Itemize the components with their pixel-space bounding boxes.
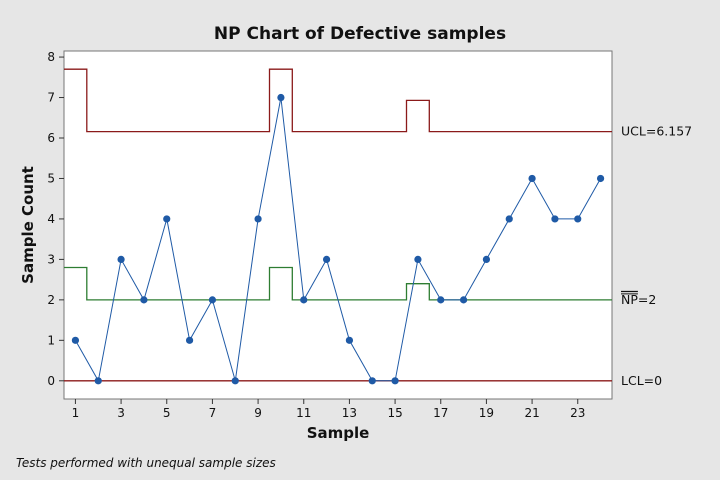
x-tick-label: 11: [296, 406, 311, 420]
y-tick-label: 6: [47, 131, 55, 145]
y-tick-label: 2: [47, 293, 55, 307]
x-axis: 1 3 5 7 9 11 13 15 17 19 21 23: [72, 399, 585, 420]
ucl-label: UCL=6.157: [621, 124, 692, 139]
data-point: [528, 174, 536, 183]
x-tick-label: 7: [209, 406, 217, 420]
y-tick-label: 5: [47, 171, 55, 185]
lcl-label: LCL=0: [621, 373, 662, 388]
center-line: [64, 266, 612, 301]
y-axis: 0 1 2 3 4 5 6 7 8: [47, 50, 64, 388]
y-tick-label: 0: [47, 374, 55, 388]
y-axis-label: Sample Count: [19, 166, 37, 284]
y-tick-label: 8: [47, 50, 55, 64]
chart-title: NP Chart of Defective samples: [214, 24, 506, 44]
x-tick-label: 19: [479, 406, 494, 420]
data-point: [208, 296, 217, 304]
y-tick-label: 7: [47, 91, 55, 105]
data-point: [574, 215, 582, 223]
x-tick-label: 17: [433, 406, 448, 420]
data-point: [414, 255, 422, 263]
x-tick-label: 15: [387, 406, 402, 420]
x-tick-label: 21: [524, 406, 539, 420]
x-tick-label: 9: [254, 406, 262, 420]
data-point: [117, 255, 125, 263]
x-tick-label: 3: [117, 406, 125, 420]
x-tick-label: 1: [72, 406, 80, 420]
data-point: [345, 336, 354, 344]
data-point: [551, 215, 559, 223]
x-tick-label: 13: [342, 406, 357, 420]
data-point: [277, 93, 285, 102]
footnote: Tests performed with unequal sample size…: [16, 456, 276, 470]
data-point: [368, 377, 376, 385]
data-point: [459, 296, 468, 304]
data-point: [437, 296, 445, 304]
data-point: [482, 255, 491, 263]
data-point: [94, 377, 102, 385]
data-point: [322, 255, 331, 263]
center-value-text: =2: [638, 292, 656, 307]
data-point: [391, 377, 399, 385]
x-tick-label: 23: [570, 406, 585, 420]
center-line-label: NP=2: [621, 292, 656, 307]
data-point: [254, 215, 262, 223]
series-line: [74, 97, 602, 383]
y-tick-label: 4: [47, 212, 55, 226]
data-point: [505, 215, 513, 223]
data-point: [300, 296, 308, 304]
data-point: [185, 336, 194, 344]
y-tick-label: 3: [47, 252, 55, 266]
control-limits: [64, 68, 612, 382]
x-tick-label: 5: [163, 406, 171, 420]
np-bar-text: NP: [621, 292, 638, 307]
data-point: [163, 215, 171, 223]
x-axis-label: Sample: [307, 424, 370, 442]
data-series: [71, 93, 605, 385]
data-point: [231, 377, 239, 385]
ucl-line: [64, 68, 612, 133]
data-point: [140, 296, 148, 304]
plot-area: [63, 50, 613, 400]
data-point: [71, 336, 80, 344]
y-tick-label: 1: [47, 333, 55, 347]
data-point: [596, 174, 605, 183]
